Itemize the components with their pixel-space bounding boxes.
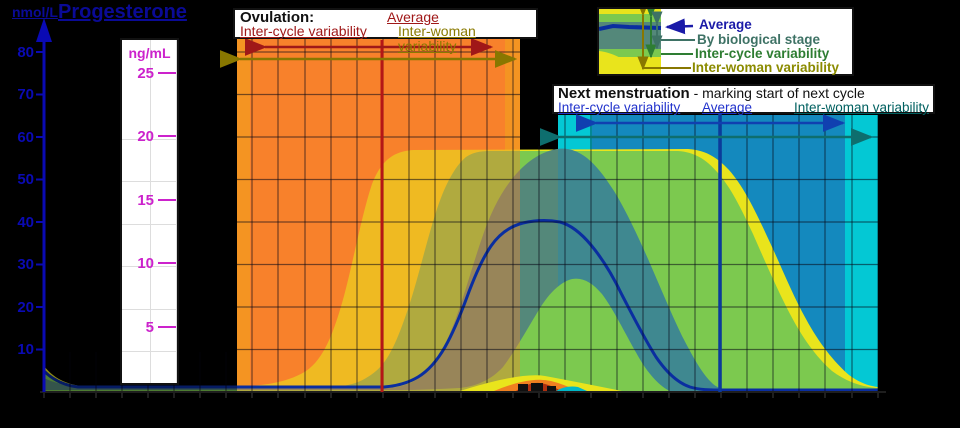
nmol-tick-60: 60 [17, 129, 34, 146]
nmol-tick-70: 70 [17, 86, 34, 103]
nmol-tick-50: 50 [17, 171, 34, 188]
ng-tick-5: 5 [145, 319, 154, 336]
page-title: Progesterone [58, 1, 187, 23]
y-axis-unit-ng: ng/mL [128, 45, 171, 61]
menstruation-average-label: Average [702, 100, 753, 115]
nmol-tick-80: 80 [17, 44, 34, 61]
next-menstruation-title: Next menstruation [558, 85, 690, 102]
ovulation-average-label: Average [387, 9, 439, 25]
ovulation-title: Ovulation: [240, 9, 315, 26]
ng-tick-25: 25 [137, 65, 154, 82]
x-axis [40, 391, 886, 398]
ng-tick-15: 15 [137, 192, 154, 209]
ng-tick-20: 20 [137, 128, 154, 145]
nmol-tick-20: 20 [17, 299, 34, 316]
legend-inter-cycle-label: Inter-cycle variability [695, 46, 830, 61]
nmol-tick-40: 40 [17, 214, 34, 231]
biological-stage-band [44, 148, 729, 392]
legend-stage-label: By biological stage [697, 32, 821, 47]
legend-average-label: Average [699, 17, 752, 32]
next-menstruation-label-box: Next menstruation - marking start of nex… [552, 84, 935, 115]
legend-inter-woman-label: Inter-woman variability [692, 60, 840, 75]
bottom-distribution-bump [460, 375, 622, 392]
average-line [42, 219, 878, 392]
next-menstruation-subtitle: - marking start of next cycle [689, 85, 865, 101]
legend-sample [599, 9, 695, 74]
nmol-tick-30: 30 [17, 256, 34, 273]
menstruation-inter-cycle-label: Inter-cycle variability [558, 100, 681, 115]
ovulation-inter-woman-label: Inter-woman variability [398, 23, 476, 54]
nmol-tick-10: 10 [17, 341, 34, 358]
ovulation-label-box: Ovulation: Average Inter-cycle variabili… [233, 8, 538, 54]
y-axis-unit-nmol: nmol/L [12, 4, 58, 20]
ng-tick-10: 10 [137, 255, 154, 272]
ovulation-tint-overlay [237, 38, 520, 392]
y-axis-nmol [36, 18, 52, 392]
legend-box: Average By biological stage Inter-cycle … [597, 7, 854, 76]
ovulation-inter-cycle-label: Inter-cycle variability [240, 23, 367, 39]
ng-axis-box: ng/mL 25 20 15 10 5 [120, 38, 179, 385]
menstruation-inter-woman-label: Inter-woman variability [793, 100, 929, 115]
